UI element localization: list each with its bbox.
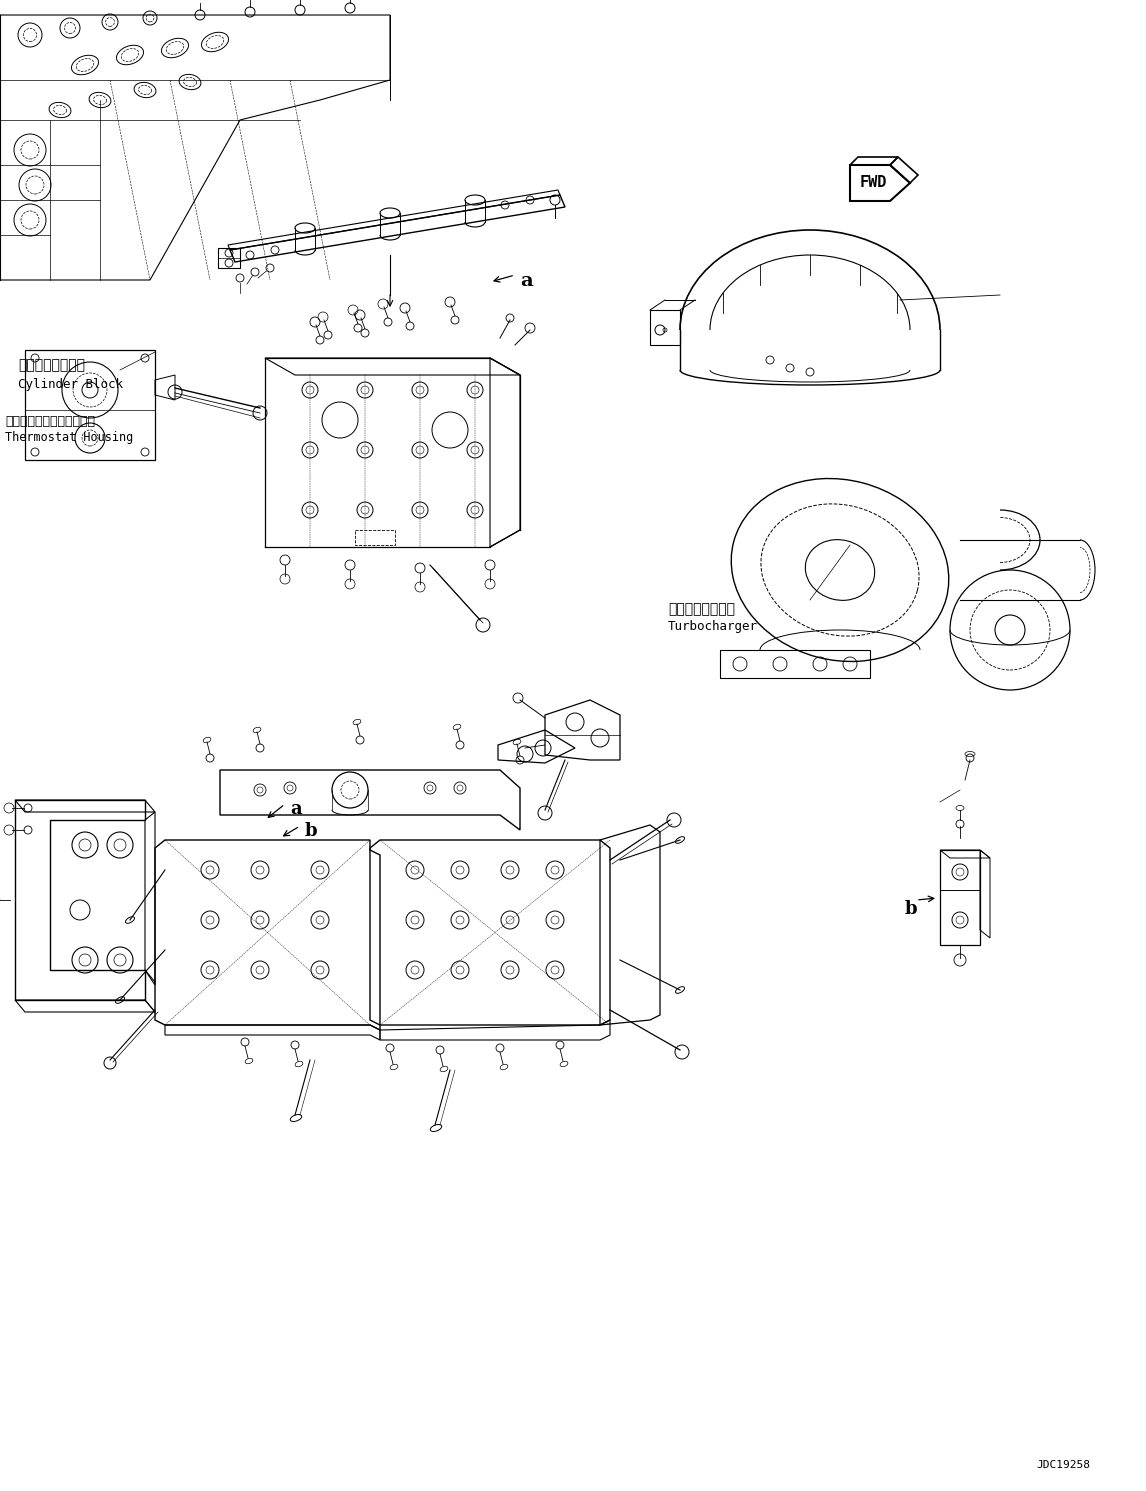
Text: FWD: FWD bbox=[860, 174, 887, 189]
Text: Turbocharger: Turbocharger bbox=[668, 620, 758, 634]
Text: Thermostat Housing: Thermostat Housing bbox=[5, 431, 133, 444]
Text: サーモスタットハウジング: サーモスタットハウジング bbox=[5, 414, 95, 428]
Text: a: a bbox=[520, 271, 533, 291]
Text: a: a bbox=[290, 801, 301, 819]
Text: シリンダブロック: シリンダブロック bbox=[18, 358, 85, 371]
Text: JDC19258: JDC19258 bbox=[1036, 1460, 1090, 1470]
Text: ターボチャージャ: ターボチャージャ bbox=[668, 602, 735, 616]
Text: Cylinder Block: Cylinder Block bbox=[18, 379, 123, 391]
Text: b: b bbox=[905, 901, 918, 918]
Text: b: b bbox=[305, 822, 317, 839]
